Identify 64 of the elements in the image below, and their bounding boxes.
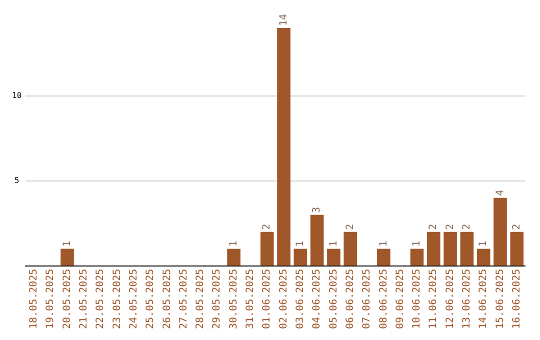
x-tick-label: 12.06.2025 <box>444 268 456 330</box>
data-label: 2 <box>262 224 273 230</box>
x-tick-label: 25.05.2025 <box>145 268 156 330</box>
x-tick-label: 22.05.2025 <box>95 268 106 330</box>
data-label: 1 <box>62 240 73 247</box>
x-tick-label: 24.05.2025 <box>128 268 140 330</box>
bar <box>410 248 424 266</box>
x-tick-label: 18.05.2025 <box>28 268 40 330</box>
data-label: 2 <box>428 224 440 230</box>
bar <box>460 232 474 266</box>
data-label: 1 <box>295 240 306 247</box>
data-label: 2 <box>444 224 456 230</box>
x-tick-label: 11.06.2025 <box>428 268 440 330</box>
bar <box>310 214 324 266</box>
bar <box>476 248 490 266</box>
bar <box>294 248 308 266</box>
x-tick-label: 21.05.2025 <box>78 268 90 330</box>
x-tick-label: 16.06.2025 <box>511 268 522 330</box>
bar <box>227 248 240 266</box>
data-label: 2 <box>511 224 522 230</box>
x-tick-label: 29.05.2025 <box>212 268 223 330</box>
bar <box>277 28 290 266</box>
data-label: 1 <box>378 240 390 247</box>
x-tick-label: 30.05.2025 <box>228 268 240 330</box>
x-tick-label: 05.06.2025 <box>328 268 340 330</box>
x-tick-label: 20.05.2025 <box>62 268 73 330</box>
x-tick-label: 26.05.2025 <box>162 268 173 330</box>
x-tick-label: 28.05.2025 <box>195 268 206 330</box>
data-label: 1 <box>478 240 490 247</box>
bar <box>444 232 457 266</box>
bar <box>494 198 507 266</box>
y-tick-label: 10 <box>12 91 22 100</box>
data-label: 4 <box>494 190 506 196</box>
x-tick-label: 09.06.2025 <box>394 268 406 330</box>
data-label: 2 <box>344 224 356 230</box>
data-label: 14 <box>278 14 290 26</box>
x-tick-label: 07.06.2025 <box>362 268 373 330</box>
y-tick-label: 5 <box>14 176 20 185</box>
x-tick-label: 14.06.2025 <box>478 268 490 330</box>
data-label: 1 <box>328 240 340 247</box>
data-label: 1 <box>412 240 423 247</box>
bar <box>510 232 524 266</box>
x-tick-label: 31.05.2025 <box>245 268 256 330</box>
bar <box>327 248 340 266</box>
x-tick-label: 15.06.2025 <box>494 268 506 330</box>
x-tick-label: 04.06.2025 <box>312 268 323 330</box>
data-label: 3 <box>312 206 323 213</box>
data-label: 1 <box>228 240 240 247</box>
x-tick-label: 10.06.2025 <box>412 268 423 330</box>
bar <box>426 232 440 266</box>
bar <box>377 248 390 266</box>
x-tick-label: 08.06.2025 <box>378 268 390 330</box>
data-label: 2 <box>462 224 473 230</box>
bar <box>60 248 74 266</box>
x-tick-label: 27.05.2025 <box>178 268 190 330</box>
x-tick-label: 19.05.2025 <box>45 268 56 330</box>
x-tick-label: 23.05.2025 <box>112 268 123 330</box>
x-tick-label: 13.06.2025 <box>462 268 473 330</box>
bar <box>260 232 274 266</box>
bar <box>344 232 358 266</box>
x-tick-label: 02.06.2025 <box>278 268 290 330</box>
x-tick-label: 06.06.2025 <box>344 268 356 330</box>
x-tick-label: 03.06.2025 <box>295 268 306 330</box>
x-tick-label: 01.06.2025 <box>262 268 273 330</box>
